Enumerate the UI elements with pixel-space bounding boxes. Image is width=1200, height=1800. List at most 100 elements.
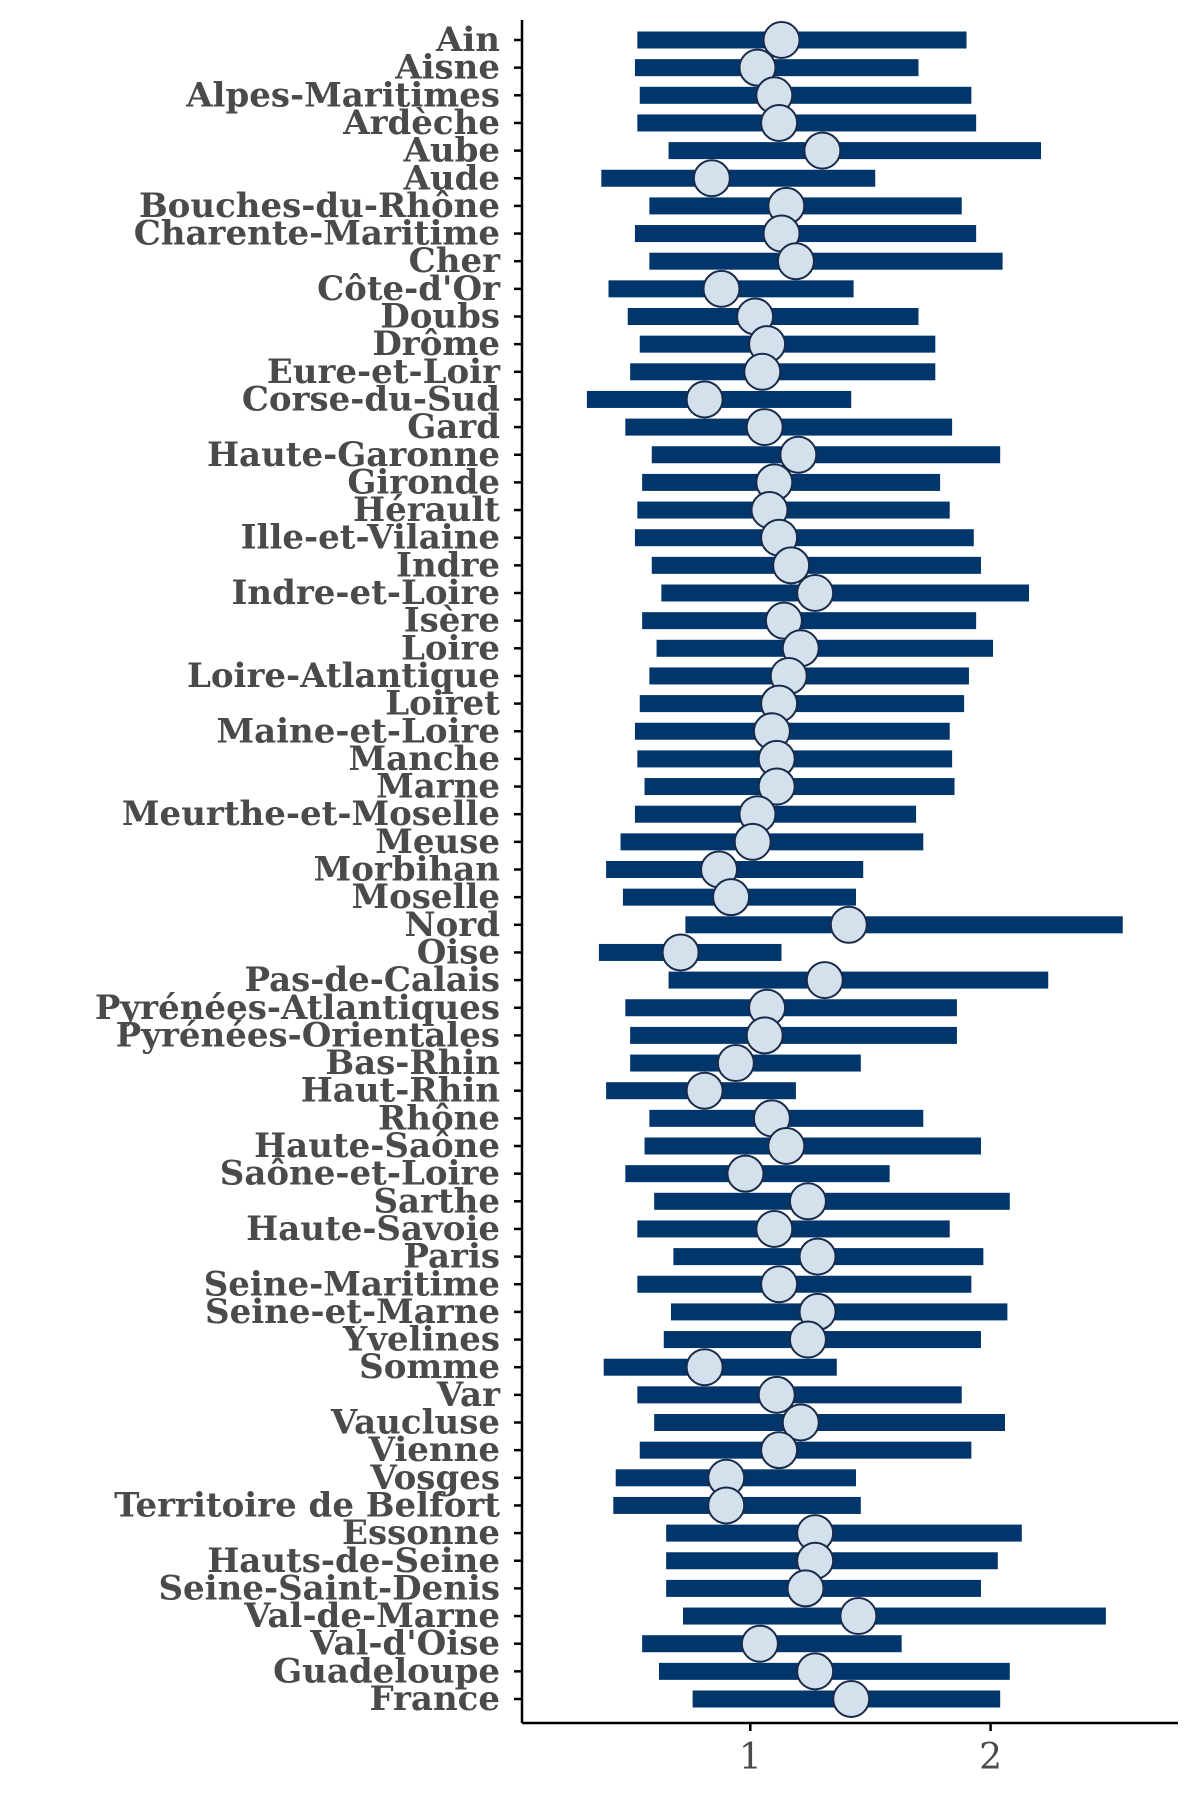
interval-bar-ain	[637, 31, 967, 49]
y-label-bas-rhin: Bas-Rhin	[325, 1043, 500, 1083]
estimate-point-isere	[764, 601, 803, 640]
estimate-point-seine-maritime	[760, 1265, 799, 1304]
y-label-marne: Marne	[376, 767, 500, 807]
interval-bar-cher	[649, 252, 1003, 270]
interval-bar-seine-maritime	[637, 1275, 972, 1293]
y-label-eure-et-loir: Eure-et-Loir	[267, 352, 501, 392]
y-axis-ticks	[514, 38, 522, 1701]
x-tick-label-1: 1	[739, 1737, 762, 1778]
y-label-cote-d-or: Côte-d'Or	[317, 269, 501, 309]
y-label-haute-savoie: Haute-Savoie	[246, 1209, 500, 1249]
y-label-pas-de-calais: Pas-de-Calais	[244, 960, 500, 1000]
y-label-saone-et-loire: Saône-et-Loire	[220, 1154, 500, 1194]
interval-bar-haute-saone	[644, 1137, 981, 1155]
estimate-point-yvelines	[788, 1320, 827, 1359]
estimate-point-vienne	[760, 1431, 799, 1470]
y-label-herault: Hérault	[353, 490, 500, 530]
y-label-indre: Indre	[396, 545, 500, 585]
estimate-point-sarthe	[788, 1182, 827, 1221]
interval-bar-aude	[601, 169, 876, 187]
estimate-point-indre-et-loire	[796, 574, 835, 612]
y-label-rhone: Rhône	[378, 1098, 500, 1138]
interval-bar-guadeloupe	[658, 1662, 1010, 1680]
interval-bar-vaucluse	[654, 1414, 1005, 1431]
interval-bar-herault	[637, 501, 950, 519]
interval-bar-bouches-du-rhone	[649, 197, 962, 215]
estimate-point-cher	[776, 242, 815, 281]
y-label-isere: Isère	[404, 601, 500, 641]
estimate-point-ain	[762, 21, 801, 59]
interval-bar-loire	[656, 639, 993, 657]
interval-bar-haute-savoie	[637, 1220, 950, 1238]
interval-bar-charente-maritime	[634, 225, 977, 243]
y-label-moselle: Moselle	[351, 877, 500, 917]
y-label-cher: Cher	[409, 241, 501, 281]
y-label-val-de-marne: Val-de-Marne	[243, 1596, 500, 1636]
interval-bar-indre	[651, 556, 981, 574]
estimate-point-haute-savoie	[755, 1209, 794, 1248]
y-label-gard: Gard	[407, 407, 500, 447]
interval-bar-gard	[625, 418, 953, 436]
interval-bar-seine-et-marne	[670, 1303, 1008, 1321]
y-label-territoire-de-belfort: Territoire de Belfort	[114, 1485, 500, 1525]
estimate-point-corse-du-sud	[685, 380, 724, 419]
y-label-doubs: Doubs	[380, 297, 500, 337]
interval-bar-indre-et-loire	[661, 584, 1030, 602]
estimate-point-oise	[661, 933, 700, 972]
y-label-essonne: Essonne	[342, 1513, 500, 1553]
y-label-guadeloupe: Guadeloupe	[273, 1651, 500, 1691]
interval-bar-val-de-marne	[682, 1607, 1106, 1625]
estimate-point-haute-garonne	[779, 435, 818, 474]
y-label-nord: Nord	[405, 905, 500, 945]
y-label-haute-saone: Haute-Saône	[254, 1126, 500, 1166]
y-label-vaucluse: Vaucluse	[330, 1403, 500, 1443]
interval-bar-essonne	[666, 1524, 1022, 1542]
y-label-seine-saint-denis: Seine-Saint-Denis	[159, 1568, 501, 1608]
interval-bar-nord	[685, 916, 1123, 934]
y-label-drome: Drôme	[372, 324, 500, 364]
estimate-point-haute-saone	[767, 1127, 806, 1165]
y-label-val-d-oise: Val-d'Oise	[309, 1624, 500, 1664]
interval-bar-ardeche	[637, 114, 977, 132]
y-label-sarthe: Sarthe	[373, 1181, 500, 1221]
y-label-meuse: Meuse	[375, 822, 500, 862]
interval-bar-aube	[668, 142, 1042, 160]
estimate-point-var	[757, 1375, 796, 1414]
interval-bar-marne	[644, 778, 955, 796]
estimate-point-pyrenees-orientales	[745, 1016, 784, 1055]
estimate-point-saone-et-loire	[726, 1154, 765, 1193]
y-label-aude: Aude	[402, 158, 500, 198]
y-label-manche: Manche	[349, 739, 500, 779]
y-label-pyrenees-atlantiques: Pyrénées-Atlantiques	[95, 988, 500, 1028]
estimate-point-guadeloupe	[796, 1652, 835, 1691]
estimate-point-eure-et-loir	[743, 352, 782, 391]
estimate-point-meuse	[733, 822, 772, 861]
y-label-paris: Paris	[403, 1237, 500, 1277]
y-label-pyrenees-orientales: Pyrénées-Orientales	[116, 1015, 500, 1055]
interval-bar-var	[637, 1386, 962, 1404]
interval-bar-aisne	[634, 59, 919, 77]
interval-bar-meuse	[620, 833, 924, 851]
interval-bars	[586, 31, 1123, 1708]
y-label-somme: Somme	[359, 1347, 500, 1387]
y-label-loiret: Loiret	[385, 684, 500, 724]
y-axis-labels: AinAisneAlpes-MaritimesArdècheAubeAudeBo…	[95, 20, 501, 1719]
estimate-point-bas-rhin	[716, 1044, 755, 1083]
estimate-point-seine-saint-denis	[786, 1569, 825, 1608]
y-label-corse-du-sud: Corse-du-Sud	[242, 379, 500, 419]
interval-bar-pyrenees-orientales	[630, 1026, 957, 1044]
y-label-hauts-de-seine: Hauts-de-Seine	[207, 1541, 500, 1581]
y-label-var: Var	[436, 1375, 501, 1415]
y-label-meurthe-et-moselle: Meurthe-et-Moselle	[122, 794, 500, 834]
y-label-loire: Loire	[401, 628, 500, 668]
y-label-indre-et-loire: Indre-et-Loire	[231, 573, 500, 613]
estimate-point-territoire-de-belfort	[707, 1486, 746, 1525]
estimate-point-cote-d-or	[702, 269, 741, 308]
interval-bar-pyrenees-atlantiques	[625, 999, 957, 1017]
interval-bar-loire-atlantique	[649, 667, 969, 685]
estimate-point-france	[832, 1680, 871, 1718]
interval-bar-eure-et-loir	[630, 363, 936, 381]
y-label-haut-rhin: Haut-Rhin	[301, 1071, 500, 1111]
